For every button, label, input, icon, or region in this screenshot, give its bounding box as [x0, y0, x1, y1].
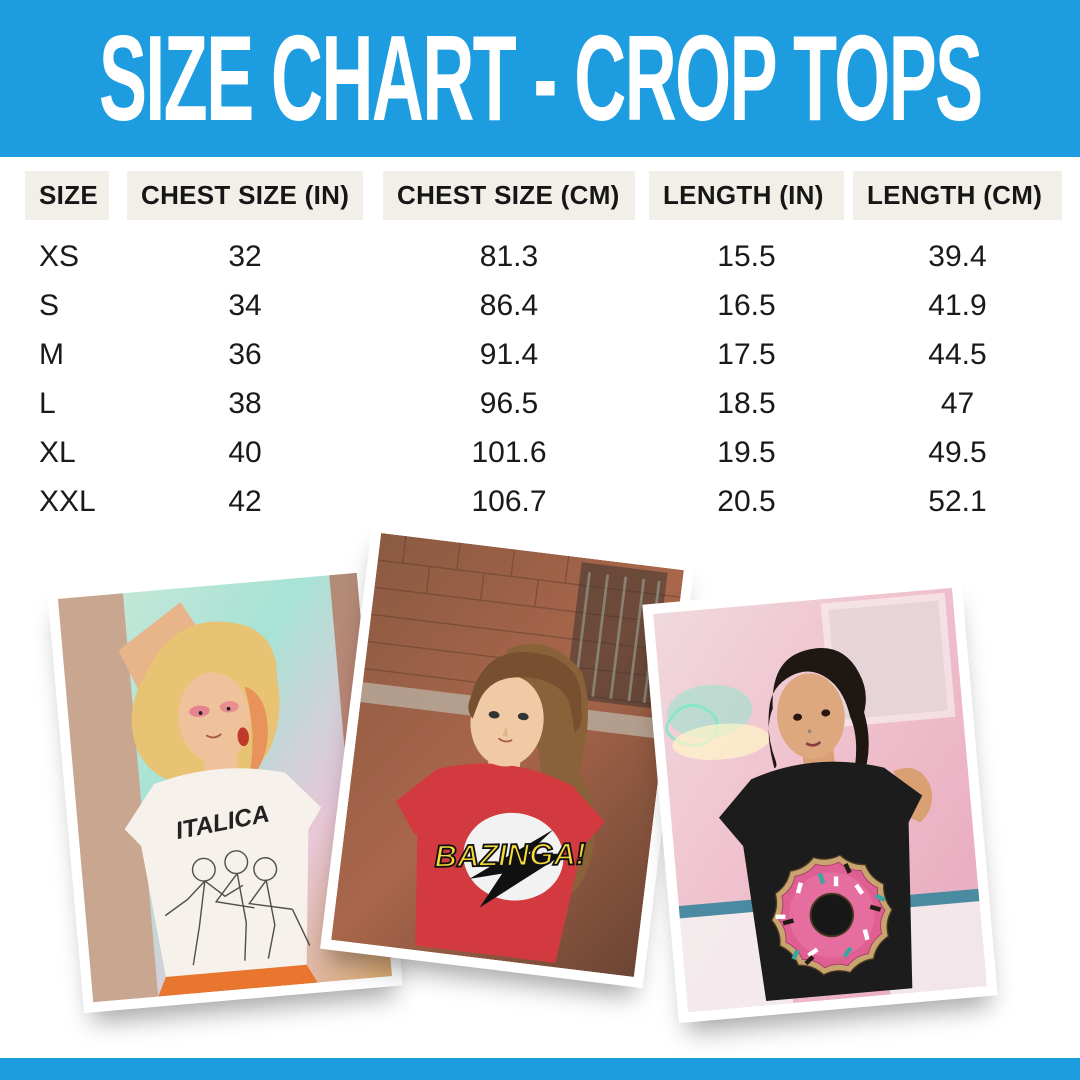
svg-text:BAZINGA!: BAZINGA! — [434, 836, 586, 874]
